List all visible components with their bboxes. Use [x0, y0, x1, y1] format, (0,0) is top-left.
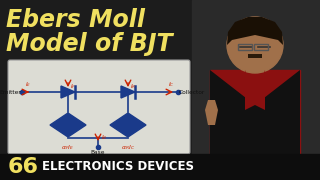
- Bar: [248, 54, 262, 58]
- Polygon shape: [121, 86, 135, 98]
- Text: Base: Base: [91, 150, 105, 155]
- Polygon shape: [245, 70, 265, 110]
- Polygon shape: [210, 70, 300, 170]
- Bar: [254, 44, 268, 50]
- Text: $I_R$: $I_R$: [130, 82, 136, 91]
- Polygon shape: [227, 17, 283, 45]
- Text: $I_F$: $I_F$: [70, 82, 76, 91]
- Text: $I_E$: $I_E$: [25, 80, 31, 89]
- Text: 66: 66: [8, 157, 39, 177]
- Text: $I_B$: $I_B$: [101, 134, 107, 142]
- Bar: [238, 44, 252, 50]
- Bar: [0, 154, 320, 180]
- Bar: [192, 0, 320, 180]
- Text: Model of BJT: Model of BJT: [6, 32, 172, 56]
- Text: $\alpha_F I_E$: $\alpha_F I_E$: [61, 143, 75, 152]
- Polygon shape: [110, 113, 146, 137]
- Text: Emitter: Emitter: [0, 89, 21, 94]
- Text: $\alpha_R I_C$: $\alpha_R I_C$: [121, 143, 135, 152]
- FancyBboxPatch shape: [8, 60, 190, 154]
- Polygon shape: [205, 100, 218, 125]
- Text: Ebers Moll: Ebers Moll: [6, 8, 145, 32]
- Text: $I_C$: $I_C$: [168, 80, 174, 89]
- Bar: [210, 70, 300, 170]
- Circle shape: [227, 17, 283, 73]
- Text: Collector: Collector: [179, 89, 205, 94]
- Polygon shape: [61, 86, 75, 98]
- Polygon shape: [50, 113, 86, 137]
- Text: ELECTRONICS DEVICES: ELECTRONICS DEVICES: [42, 161, 194, 174]
